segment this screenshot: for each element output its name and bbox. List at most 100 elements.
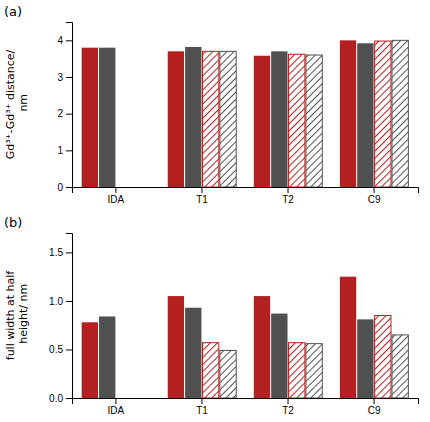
y-axis-title-line: full width at half xyxy=(4,270,17,361)
y-tick: 4 xyxy=(57,35,72,46)
bar xyxy=(168,296,184,398)
x-axis: IDA T1 T2 C9 xyxy=(73,398,419,416)
x-axis: IDA T1 T2 C9 xyxy=(73,187,419,205)
bar xyxy=(220,51,236,187)
y-tick-label: 1.0 xyxy=(49,296,63,307)
bar xyxy=(254,56,270,187)
bar xyxy=(289,54,305,187)
bar xyxy=(271,314,287,398)
x-tick: T1 xyxy=(196,398,208,416)
x-tick-label: C9 xyxy=(368,405,381,416)
bar xyxy=(185,308,201,398)
bar xyxy=(202,343,218,398)
x-tick: T1 xyxy=(196,187,208,205)
x-tick-label: IDA xyxy=(108,194,125,205)
panel-label: (a) xyxy=(4,4,22,19)
bar xyxy=(289,343,305,398)
x-tick-label: IDA xyxy=(108,405,125,416)
figure: 01234IDAT1T2C9Gd³⁺-Gd³⁺ distance/ nm(a)0… xyxy=(0,0,430,422)
x-tick-label: C9 xyxy=(368,194,381,205)
y-tick-label: 1.5 xyxy=(49,247,63,258)
panel: 0.0 0.5 1.0 1.5 IDA T1 T2 C9 full width at half … xyxy=(4,215,419,416)
y-tick-mark xyxy=(66,77,72,78)
y-tick: 0.5 xyxy=(49,344,72,355)
x-tick: T2 xyxy=(282,398,294,416)
y-axis-title-line: Gd³⁺-Gd³⁺ distance/ xyxy=(4,49,17,159)
bar xyxy=(357,319,373,398)
y-tick-mark xyxy=(66,398,72,399)
x-axis-line xyxy=(73,399,419,405)
y-tick: 1.5 xyxy=(49,247,72,258)
panel: 0 1 2 3 4 IDA T1 T2 C9 Gd³⁺-Gd³⁺ distance/ nm (a) xyxy=(4,4,419,205)
x-tick-label: T2 xyxy=(282,194,294,205)
x-tick-mark xyxy=(374,398,375,404)
y-tick: 1.0 xyxy=(49,296,72,307)
y-tick-label: 0.5 xyxy=(49,344,63,355)
x-tick-label: T1 xyxy=(196,194,208,205)
bar xyxy=(185,47,201,187)
y-axis-line xyxy=(66,23,73,188)
x-tick-mark xyxy=(115,187,116,193)
bar xyxy=(254,296,270,398)
bar xyxy=(340,277,356,398)
bar xyxy=(99,48,115,187)
bar xyxy=(82,48,98,187)
bar xyxy=(306,344,322,398)
y-tick: 1 xyxy=(57,145,72,156)
bar xyxy=(392,40,408,187)
x-tick-label: T1 xyxy=(196,405,208,416)
x-tick-mark xyxy=(115,398,116,404)
x-tick-label: T2 xyxy=(282,405,294,416)
y-tick-label: 2 xyxy=(57,108,63,119)
bar xyxy=(357,43,373,187)
x-tick-mark xyxy=(288,187,289,193)
y-tick-label: 1 xyxy=(57,145,63,156)
panel-label: (b) xyxy=(4,215,22,230)
y-axis-title: full width at half height/ nm xyxy=(4,270,30,361)
y-tick: 3 xyxy=(57,72,72,83)
y-tick-label: 4 xyxy=(57,35,63,46)
x-tick-mark xyxy=(288,398,289,404)
x-tick: T2 xyxy=(282,187,294,205)
y-tick-mark xyxy=(66,187,72,188)
y-tick: 0 xyxy=(57,182,72,193)
bar xyxy=(202,51,218,187)
y-tick-label: 0 xyxy=(57,182,63,193)
y-tick-mark xyxy=(66,349,72,350)
bar xyxy=(306,55,322,187)
x-tick-mark xyxy=(201,398,202,404)
y-tick-mark xyxy=(66,252,72,253)
y-axis-title-line: height/ nm xyxy=(17,284,30,347)
y-axis-title: Gd³⁺-Gd³⁺ distance/ nm xyxy=(4,49,30,159)
x-tick: C9 xyxy=(368,187,381,205)
x-tick: C9 xyxy=(368,398,381,416)
y-tick: 0.0 xyxy=(49,393,72,404)
y-tick-mark xyxy=(66,301,72,302)
bar xyxy=(375,316,391,399)
bar xyxy=(271,51,287,187)
x-tick: IDA xyxy=(108,187,125,205)
bar xyxy=(99,316,115,398)
y-axis-title-line: nm xyxy=(17,94,30,115)
bar xyxy=(168,51,184,187)
y-axis-line xyxy=(66,234,73,399)
y-tick: 2 xyxy=(57,108,72,119)
x-tick: IDA xyxy=(108,398,125,416)
bar xyxy=(220,350,236,398)
bar xyxy=(392,335,408,398)
y-tick-label: 3 xyxy=(57,72,63,83)
y-tick-mark xyxy=(66,150,72,151)
x-axis-line xyxy=(73,188,419,194)
x-tick-mark xyxy=(374,187,375,193)
bar xyxy=(82,322,98,398)
y-axis: 0.0 0.5 1.0 1.5 xyxy=(49,234,72,404)
bars xyxy=(82,40,409,187)
bar xyxy=(340,40,356,187)
x-tick-mark xyxy=(201,187,202,193)
y-tick-label: 0.0 xyxy=(49,393,63,404)
y-axis: 0 1 2 3 4 xyxy=(57,23,72,193)
y-tick-mark xyxy=(66,114,72,115)
bar xyxy=(375,41,391,187)
y-tick-mark xyxy=(66,40,72,41)
bars xyxy=(82,277,409,398)
